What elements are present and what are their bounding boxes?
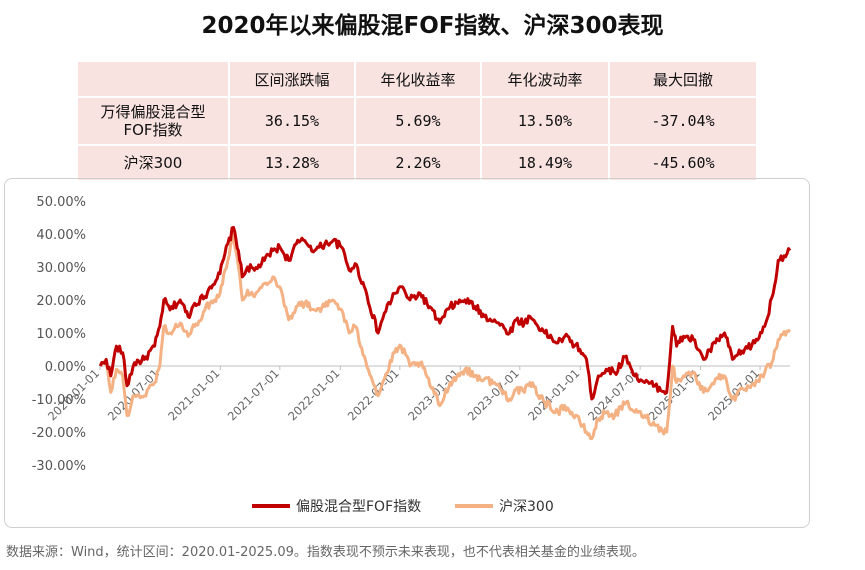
source-note: 数据来源：Wind，统计区间：2020.01-2025.09。指数表现不预示未来…: [6, 545, 645, 560]
y-tick-label: -20.00%: [32, 426, 86, 441]
table-header: 区间涨跌幅: [228, 60, 356, 98]
y-tick-label: 40.00%: [36, 228, 86, 243]
table-header-corner: [76, 60, 230, 98]
y-tick-label: -30.00%: [32, 459, 86, 474]
table-cell: 5.69%: [354, 96, 482, 146]
table-cell: -45.60%: [608, 144, 758, 182]
line-chart: -30.00% -20.00% -10.00% 0.00% 10.00% 20.00% 30…: [32, 195, 792, 515]
table-cell: 18.49%: [480, 144, 610, 182]
y-tick-label: 20.00%: [36, 294, 86, 309]
table-cell: 2.26%: [354, 144, 482, 182]
table-header: 年化波动率: [480, 60, 610, 98]
page-title: 2020年以来偏股混FOF指数、沪深300表现: [201, 13, 664, 39]
stats-table: 区间涨跌幅 年化收益率 年化波动率 最大回撤 万得偏股混合型FOF指数 36.1…: [76, 60, 758, 182]
table-header: 年化收益率: [354, 60, 482, 98]
table-cell: -37.04%: [608, 96, 758, 146]
table-row-name: 沪深300: [76, 144, 230, 182]
table-row: 万得偏股混合型FOF指数 36.15% 5.69% 13.50% -37.04%: [76, 96, 758, 146]
y-tick-label: 30.00%: [36, 261, 86, 276]
table-cell: 36.15%: [228, 96, 356, 146]
table-row: 沪深300 13.28% 2.26% 18.49% -45.60%: [76, 144, 758, 182]
table-row-name: 万得偏股混合型FOF指数: [76, 96, 230, 146]
chart-frame: [4, 178, 810, 528]
x-tick-label: 2021-01-01: [165, 366, 222, 423]
x-tick-label: 2022-07-01: [345, 366, 402, 423]
hs300-line: [99, 232, 792, 441]
table-cell: 13.28%: [228, 144, 356, 182]
table-header: 最大回撤: [608, 60, 758, 98]
x-tick-label: 2021-07-01: [225, 366, 282, 423]
y-tick-label: -10.00%: [32, 393, 86, 408]
table-header-row: 区间涨跌幅 年化收益率 年化波动率 最大回撤: [76, 60, 758, 98]
legend-label-fof: 偏股混合型FOF指数: [296, 499, 421, 515]
y-tick-label: 50.00%: [36, 195, 86, 210]
table-cell: 13.50%: [480, 96, 610, 146]
legend-label-hs300: 沪深300: [499, 499, 554, 515]
y-tick-label: 0.00%: [45, 360, 86, 375]
y-tick-label: 10.00%: [36, 327, 86, 342]
x-tick-label: 2022-01-01: [285, 366, 342, 423]
fof-index-line: [98, 225, 792, 401]
